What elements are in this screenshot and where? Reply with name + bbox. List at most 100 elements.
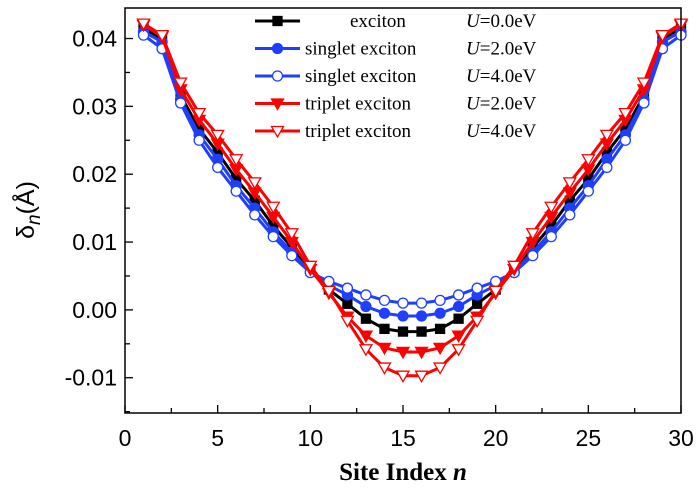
x-tick-label: 15 xyxy=(390,425,416,451)
triangle-marker xyxy=(414,346,429,360)
triangle-marker xyxy=(432,342,448,356)
triangle-marker xyxy=(451,330,466,343)
triangle-marker xyxy=(270,125,285,139)
legend-item-4: triplet exciton U=4.0eV xyxy=(255,121,537,142)
circle-marker xyxy=(564,209,576,221)
triangle-marker xyxy=(247,177,262,190)
legend-u-symbol: U xyxy=(466,39,481,60)
legend-parameter: U=4.0eV xyxy=(466,66,537,87)
circle-marker xyxy=(360,300,372,313)
legend-parameter: U=2.0eV xyxy=(466,94,537,115)
triangle-marker xyxy=(395,346,411,360)
triangle-marker xyxy=(377,342,392,356)
triangle-marker xyxy=(321,285,336,299)
legend-series-name: triplet exciton xyxy=(305,94,412,115)
x-tick-label: 25 xyxy=(576,425,602,451)
legend-series-name: singlet exciton xyxy=(305,39,417,60)
circle-marker xyxy=(452,300,465,313)
x-tick-label: 30 xyxy=(668,425,694,451)
circle-marker xyxy=(397,297,409,309)
circle-marker xyxy=(638,97,650,109)
legend-u-value: =4.0eV xyxy=(480,66,537,87)
triangle-marker xyxy=(432,362,448,375)
legend-u-symbol: U xyxy=(466,121,481,142)
x-tick-label: 0 xyxy=(119,425,132,451)
triangle-marker xyxy=(636,77,652,90)
legend-u-value: =4.0eV xyxy=(480,121,537,142)
square-marker xyxy=(360,313,372,324)
circle-marker xyxy=(360,289,372,301)
y-axis-label: δn(Å) xyxy=(10,181,45,239)
triangle-marker xyxy=(488,285,503,299)
triangle-marker xyxy=(192,108,207,121)
y-tick-label: 0.03 xyxy=(72,93,117,119)
triangle-marker xyxy=(544,201,559,215)
triangle-marker xyxy=(507,260,522,274)
legend-u-symbol: U xyxy=(466,11,481,32)
square-marker xyxy=(272,15,283,27)
triangle-marker xyxy=(136,18,151,31)
circle-marker xyxy=(271,42,284,55)
triangle-marker xyxy=(210,129,225,143)
square-marker xyxy=(471,298,483,309)
triangle-marker xyxy=(618,108,633,121)
circle-marker xyxy=(397,310,409,322)
series-layer xyxy=(136,18,689,383)
legend-item-3: triplet exciton U=2.0eV xyxy=(255,94,537,115)
x-axis-label: Site Index n xyxy=(339,459,467,486)
triangle-marker xyxy=(266,201,281,215)
circle-marker xyxy=(193,134,205,146)
circle-marker xyxy=(249,209,261,221)
square-marker xyxy=(397,326,409,337)
square-marker xyxy=(416,326,427,337)
triangle-marker xyxy=(377,362,392,375)
triangle-marker xyxy=(358,344,374,357)
x-tick-label: 10 xyxy=(298,425,324,451)
circle-marker xyxy=(341,282,354,294)
triangle-marker xyxy=(154,29,170,43)
y-tick-label: 0.01 xyxy=(72,229,117,255)
triangle-marker xyxy=(303,260,318,274)
triangle-marker xyxy=(270,98,285,111)
circle-marker xyxy=(434,307,446,319)
circle-marker xyxy=(434,294,446,307)
triangle-marker xyxy=(340,315,355,329)
triangle-marker xyxy=(358,330,374,343)
axis-ticks: 0 5 10 15 20 25 30 -0.01 0.00 0.01 0.02 0.03 0.04 xyxy=(65,26,694,451)
legend-u-value: =2.0eV xyxy=(480,94,537,115)
circle-marker xyxy=(267,230,279,243)
x-tick-label: 5 xyxy=(211,425,224,451)
circle-marker xyxy=(378,294,391,307)
y-tick-label: 0.04 xyxy=(72,26,117,52)
square-marker xyxy=(434,323,446,335)
circle-marker xyxy=(545,230,557,243)
circle-marker xyxy=(271,70,284,82)
y-tick-label: 0.02 xyxy=(72,161,117,187)
legend-u-value: =0.0eV xyxy=(480,11,537,32)
legend-series-name: exciton xyxy=(350,11,406,32)
circle-marker xyxy=(452,289,465,301)
triangle-marker xyxy=(599,129,614,143)
square-marker xyxy=(379,323,390,335)
circle-marker xyxy=(286,249,298,262)
triangle-marker xyxy=(655,29,670,43)
triangle-marker xyxy=(229,154,244,167)
triangle-marker xyxy=(173,77,188,90)
legend-series-name: singlet exciton xyxy=(305,66,417,87)
legend-item-1: singlet exciton U=2.0eV xyxy=(255,39,537,60)
circle-marker xyxy=(230,185,242,197)
triangle-marker xyxy=(451,344,466,357)
legend-item-0: exciton U=0.0eV xyxy=(255,11,537,32)
triangle-marker xyxy=(581,154,596,167)
circle-marker xyxy=(415,297,428,309)
x-tick-label: 20 xyxy=(483,425,509,451)
circle-marker xyxy=(619,134,632,146)
circle-marker xyxy=(527,249,539,262)
triangle-marker xyxy=(414,370,429,383)
triangle-marker xyxy=(395,370,411,383)
y-tick-label: -0.01 xyxy=(65,365,117,391)
legend-u-symbol: U xyxy=(466,94,481,115)
square-marker xyxy=(342,298,353,309)
